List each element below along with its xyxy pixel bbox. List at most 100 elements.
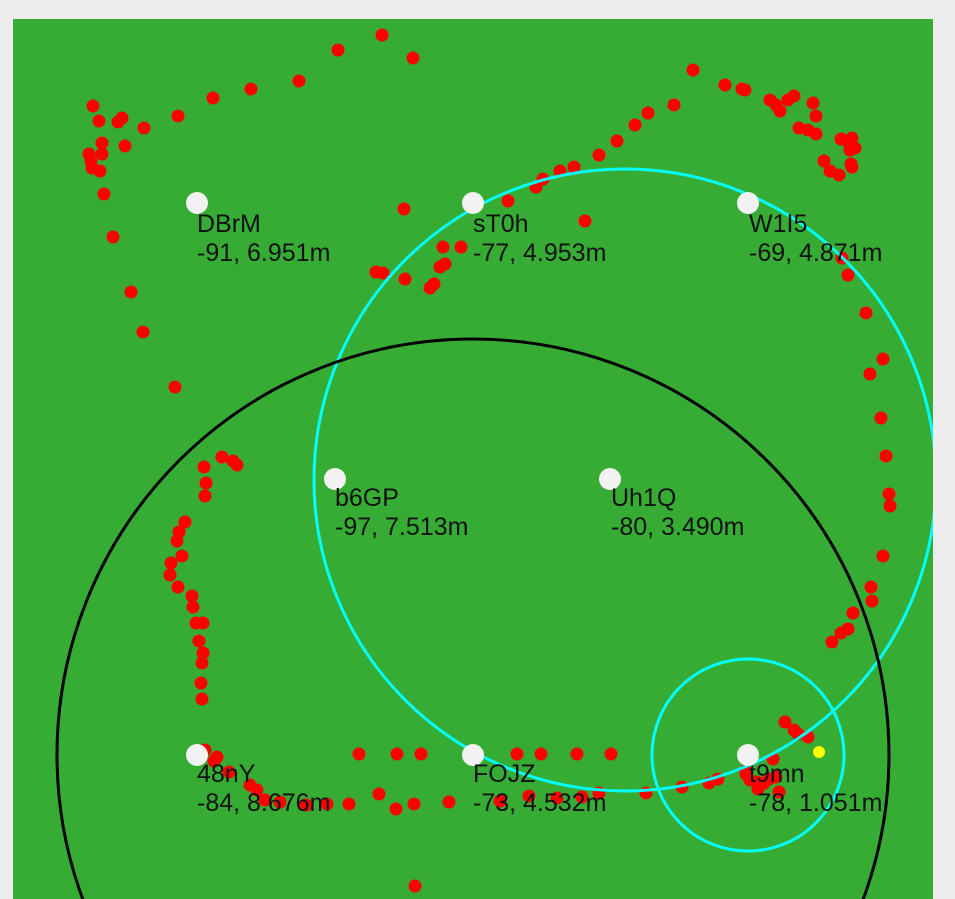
track-point [769,98,783,112]
track-point [93,164,107,178]
beacon-stats: -78, 1.051m [749,789,883,817]
track-point [859,306,873,320]
beacon-id: DBrM [197,210,261,238]
beacon-stats: -91, 6.951m [197,239,331,267]
beacon-label-t9mn: t9mn -78, 1.051m [749,760,882,818]
beacon-dot-st0h[interactable] [462,192,484,214]
track-point [118,139,132,153]
track-point [372,787,386,801]
track-point [809,127,823,141]
track-point [407,797,421,811]
position-estimate [813,746,825,758]
beacon-stats: -97, 7.513m [335,513,469,541]
track-point [876,549,890,563]
track-point [414,747,428,761]
track-point [738,83,752,97]
beacon-dot-uh1q[interactable] [599,468,621,490]
track-point [864,580,878,594]
beacon-stats: -73, 4.532m [473,789,607,817]
beacon-label-st0h: sT0h -77, 4.953m [473,210,606,268]
track-point [195,656,209,670]
track-point [510,747,524,761]
track-point [195,692,209,706]
track-point [197,460,211,474]
track-point [168,380,182,394]
track-point [641,106,655,120]
range-circle-uh1q [312,167,933,793]
beacon-dot-fojz[interactable] [462,744,484,766]
track-point [436,240,450,254]
track-point [299,798,313,812]
track-point [164,556,178,570]
track-point [398,272,412,286]
track-point [115,111,129,125]
beacon-id: b6GP [335,484,399,512]
track-point [843,143,857,157]
beacon-label-w1i5: W1I5 -69, 4.871m [749,210,882,268]
track-point [171,580,185,594]
track-point [137,121,151,135]
track-point [883,499,897,513]
beacon-id: Uh1Q [611,484,677,512]
track-point [865,594,879,608]
track-point [534,747,548,761]
track-point [258,793,272,807]
beacon-id: sT0h [473,210,529,238]
track-point [809,109,823,123]
track-point [170,534,184,548]
beacon-stats: -84, 8.676m [197,789,331,817]
track-point [206,91,220,105]
track-point [841,268,855,282]
track-point [751,782,765,796]
track-point [550,791,564,805]
track-point [331,43,345,57]
track-point [769,770,783,784]
track-point [882,487,896,501]
track-point [192,634,206,648]
track-point [454,240,468,254]
beacon-dot-t9mn[interactable] [737,744,759,766]
track-point [834,626,848,640]
beacon-dot-b6gp[interactable] [324,468,346,490]
range-circles [55,167,933,899]
beacon-markers [186,192,759,766]
track-point [86,99,100,113]
map-canvas [13,19,933,899]
beacon-map[interactable]: DBrM -91, 6.951m sT0h -77, 4.953m W1I5 -… [13,19,933,899]
track-point [442,795,456,809]
track-point [178,515,192,529]
track-point [408,879,422,893]
track-point [207,754,221,768]
track-point [522,789,536,803]
track-point [186,600,200,614]
track-point [397,202,411,216]
beacon-id: 48nY [197,760,256,788]
beacon-stats: -80, 3.490m [611,513,745,541]
track-point [136,325,150,339]
track-point [667,98,681,112]
track-point [273,795,287,809]
track-point [292,74,306,88]
track-point [686,63,700,77]
track-point [772,785,786,799]
beacon-dot-48ny[interactable] [186,744,208,766]
track-point [406,51,420,65]
track-point [97,187,111,201]
track-point [250,783,264,797]
beacon-id: t9mn [749,760,805,788]
track-point [501,194,515,208]
track-point [876,352,890,366]
track-point [879,449,893,463]
track-point [825,635,839,649]
track-point [196,616,210,630]
beacon-label-b6gp: b6GP -97, 7.513m [335,484,468,542]
track-point [230,458,244,472]
track-point [199,476,213,490]
beacon-label-dbrm: DBrM -91, 6.951m [197,210,330,268]
beacon-dot-dbrm[interactable] [186,192,208,214]
beacon-id: FOJZ [473,760,536,788]
beacon-stats: -69, 4.871m [749,239,883,267]
track-point [84,154,98,168]
track-point [575,790,589,804]
beacon-dot-w1i5[interactable] [737,192,759,214]
